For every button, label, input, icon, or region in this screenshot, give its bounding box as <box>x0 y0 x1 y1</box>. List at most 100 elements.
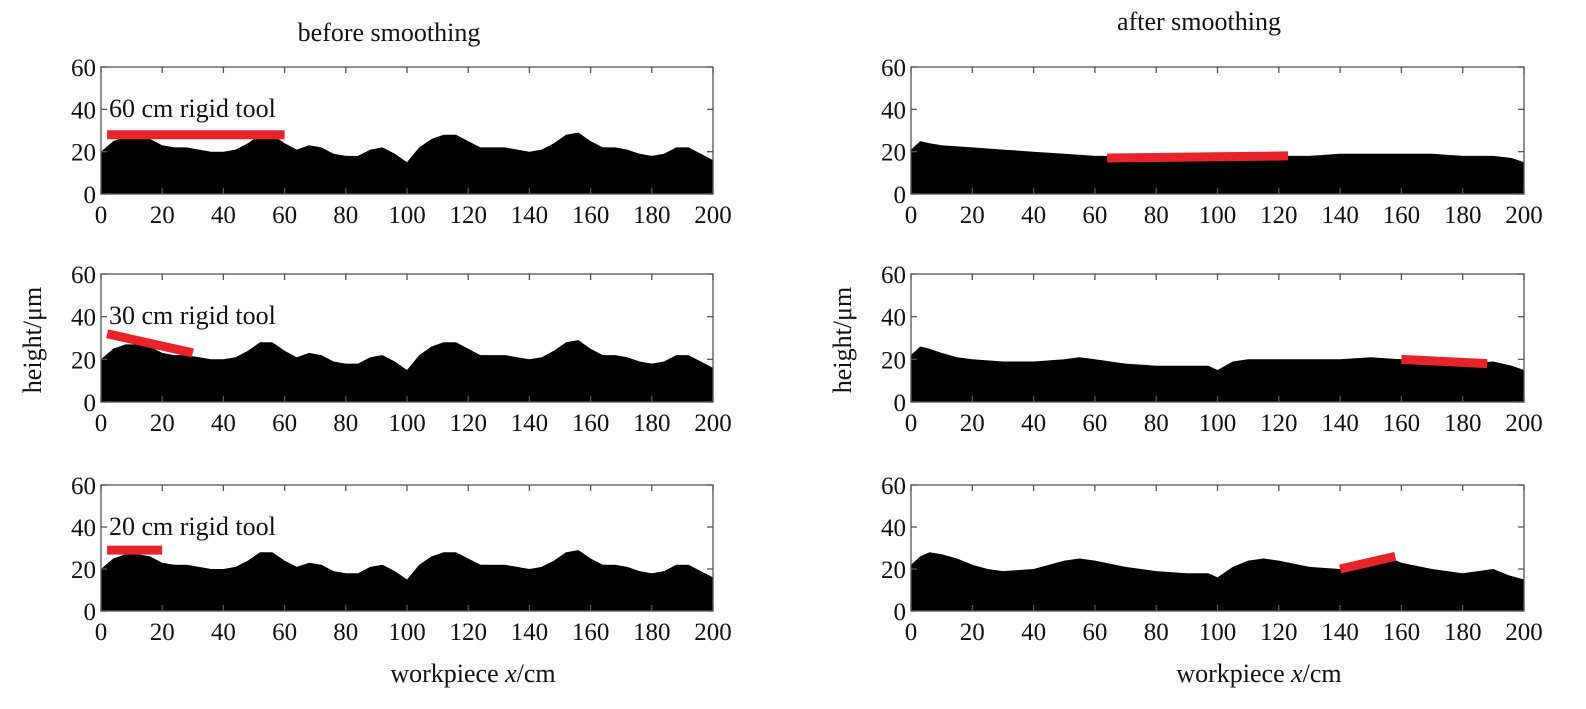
xlabel-right: workpiece x/cm <box>1176 659 1341 688</box>
x-tick-label: 120 <box>1260 619 1298 646</box>
x-tick-label: 60 <box>272 202 297 229</box>
x-tick-label: 140 <box>511 202 549 229</box>
col-title-before: before smoothing <box>298 18 481 47</box>
xlabel-left-prefix: workpiece <box>390 659 505 688</box>
y-tick-label: 0 <box>84 182 97 209</box>
x-tick-label: 80 <box>333 202 358 229</box>
y-tick-label: 20 <box>71 557 96 584</box>
rigid-tool <box>1401 354 1488 369</box>
y-tick-label: 40 <box>881 305 906 332</box>
x-tick-label: 0 <box>95 202 108 229</box>
surface-profile <box>101 340 713 402</box>
x-tick-label: 100 <box>1199 202 1237 229</box>
x-tick-label: 200 <box>1505 619 1543 646</box>
x-tick-label: 40 <box>1021 410 1046 437</box>
x-tick-label: 60 <box>272 410 297 437</box>
rigid-tool <box>106 329 194 358</box>
x-tick-label: 60 <box>1082 410 1107 437</box>
x-tick-label: 200 <box>694 202 732 229</box>
y-tick-label: 0 <box>894 182 907 209</box>
x-tick-label: 200 <box>1505 202 1543 229</box>
x-tick-label: 200 <box>694 619 732 646</box>
xlabel-left-unit: /cm <box>517 659 556 688</box>
x-tick-label: 20 <box>150 202 175 229</box>
x-tick-label: 40 <box>211 202 236 229</box>
x-tick-label: 160 <box>1383 202 1421 229</box>
y-tick-label: 0 <box>894 599 907 626</box>
ylabel-right: height/μm <box>828 287 857 393</box>
xlabel-left: workpiece x/cm <box>390 659 555 688</box>
x-tick-label: 120 <box>449 202 487 229</box>
y-tick-label: 60 <box>71 262 96 289</box>
x-tick-label: 180 <box>633 202 671 229</box>
x-tick-label: 60 <box>1082 202 1107 229</box>
y-tick-label: 40 <box>881 515 906 542</box>
x-tick-label: 80 <box>1144 202 1169 229</box>
x-tick-label: 140 <box>1321 202 1359 229</box>
xlabel-right-prefix: workpiece <box>1176 659 1291 688</box>
panel-3: 0 20 40 60 80 100 120 140 160 180 200 0 20 40 60 20 cm … <box>71 473 732 646</box>
y-tick-label: 60 <box>881 473 906 500</box>
x-tick-label: 180 <box>1444 410 1482 437</box>
x-tick-label: 180 <box>1444 619 1482 646</box>
ylabel-left: height/μm <box>18 287 47 393</box>
x-tick-label: 160 <box>572 619 610 646</box>
rigid-tool <box>1339 552 1397 574</box>
x-tick-label: 200 <box>1505 410 1543 437</box>
x-tick-label: 40 <box>211 619 236 646</box>
x-tick-label: 40 <box>1021 619 1046 646</box>
y-tick-label: 20 <box>71 347 96 374</box>
x-tick-label: 0 <box>95 619 108 646</box>
x-tick-label: 80 <box>333 410 358 437</box>
x-tick-label: 40 <box>1021 202 1046 229</box>
surface-profile <box>911 346 1524 402</box>
x-tick-label: 140 <box>1321 410 1359 437</box>
x-tick-label: 100 <box>1199 410 1237 437</box>
x-tick-label: 60 <box>272 619 297 646</box>
x-tick-label: 0 <box>905 410 918 437</box>
y-tick-label: 60 <box>71 55 96 82</box>
x-tick-label: 160 <box>1383 619 1421 646</box>
y-tick-label: 20 <box>881 140 906 167</box>
x-tick-label: 200 <box>694 410 732 437</box>
x-tick-label: 20 <box>960 202 985 229</box>
panel-1: 0 20 40 60 80 100 120 140 160 180 200 0 20 40 60 60 cm … <box>71 55 732 229</box>
x-tick-label: 0 <box>95 410 108 437</box>
y-tick-label: 20 <box>881 347 906 374</box>
x-tick-label: 180 <box>1444 202 1482 229</box>
x-tick-label: 20 <box>960 619 985 646</box>
xlabel-left-var: x <box>504 659 517 688</box>
x-tick-label: 20 <box>960 410 985 437</box>
y-tick-label: 0 <box>84 599 97 626</box>
x-tick-label: 120 <box>1260 410 1298 437</box>
col-title-after: after smoothing <box>1117 7 1281 36</box>
x-tick-label: 20 <box>150 619 175 646</box>
panel-6: 0 20 40 60 80 100 120 140 160 180 200 0 20 40 60 <box>881 473 1543 646</box>
x-tick-label: 120 <box>449 410 487 437</box>
x-tick-label: 100 <box>388 410 426 437</box>
y-tick-label: 0 <box>894 390 907 417</box>
y-tick-label: 20 <box>881 557 906 584</box>
xlabel-right-var: x <box>1290 659 1303 688</box>
surface-profile <box>101 132 713 194</box>
x-tick-label: 140 <box>1321 619 1359 646</box>
x-tick-label: 0 <box>905 619 918 646</box>
y-tick-label: 60 <box>881 262 906 289</box>
x-tick-label: 100 <box>388 619 426 646</box>
x-tick-label: 180 <box>633 619 671 646</box>
x-tick-label: 160 <box>572 410 610 437</box>
rigid-tool <box>1107 151 1289 163</box>
x-tick-label: 60 <box>1082 619 1107 646</box>
surface-profile <box>911 141 1524 194</box>
x-tick-label: 80 <box>1144 410 1169 437</box>
x-tick-label: 20 <box>150 410 175 437</box>
y-tick-label: 60 <box>71 473 96 500</box>
x-tick-label: 100 <box>388 202 426 229</box>
tool-label: 20 cm rigid tool <box>109 512 276 541</box>
x-tick-label: 80 <box>333 619 358 646</box>
surface-profile <box>911 552 1524 611</box>
x-tick-label: 140 <box>511 410 549 437</box>
panel-2: 0 20 40 60 80 100 120 140 160 180 200 0 20 40 60 30 cm … <box>71 262 732 437</box>
